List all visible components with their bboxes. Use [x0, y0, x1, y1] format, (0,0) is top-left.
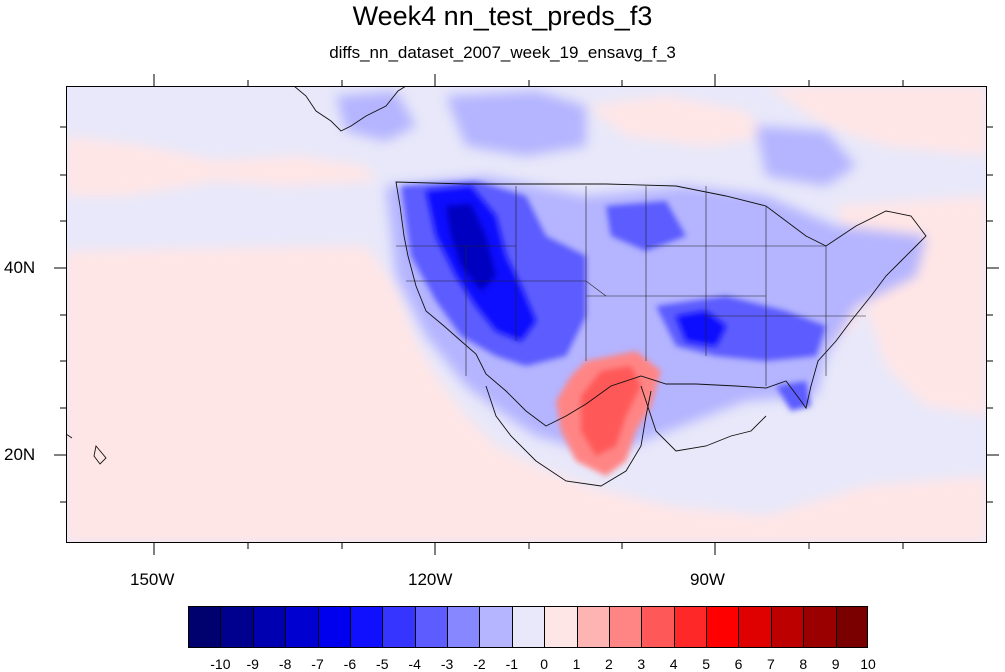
colorbar-tick-label: 8: [799, 656, 808, 672]
colorbar-swatch: [285, 606, 318, 648]
x-tick-label-90w: 90W: [690, 570, 725, 589]
colorbar-tick-label: -8: [278, 656, 292, 672]
y-tick-label-40n: 40N: [4, 258, 36, 277]
colorbar-swatch: [317, 606, 350, 648]
colorbar-tick-label: 10: [860, 656, 876, 672]
colorbar-swatch: [770, 606, 804, 648]
colorbar-tick-label: -3: [440, 656, 454, 672]
colorbar-swatch: [544, 606, 577, 648]
colorbar-swatch: [706, 606, 739, 648]
colorbar-tick-label: -2: [473, 656, 486, 672]
colorbar-tick-label: 0: [540, 656, 549, 672]
colorbar-tick-label: -4: [408, 656, 421, 672]
colorbar-swatch: [382, 606, 415, 648]
x-tick-label-150w: 150W: [130, 570, 175, 589]
colorbar-tick-label: -9: [246, 656, 259, 672]
state-borders: [396, 186, 866, 386]
x-tick-label-120w: 120W: [408, 570, 453, 589]
colorbar-tick-label: -10: [210, 656, 231, 672]
colorbar-tick-label: -6: [343, 656, 357, 672]
colorbar-tick-label: -1: [505, 656, 519, 672]
colorbar-swatch: [252, 606, 286, 648]
colorbar-tick-label: 7: [766, 656, 775, 672]
colorbar-swatch: [835, 606, 868, 648]
figure-title: Week4 nn_test_preds_f3: [352, 1, 653, 31]
figure-subtitle: diffs_nn_dataset_2007_week_19_ensavg_f_3: [329, 43, 676, 62]
colorbar-tick-label: 9: [831, 656, 840, 672]
colorbar-swatch: [803, 606, 836, 648]
colorbar-tick-label: 6: [734, 656, 743, 672]
colorbar-swatch: [641, 606, 674, 648]
colorbar-swatch: [673, 606, 707, 648]
colorbar: [188, 606, 868, 648]
colorbar-frame: [188, 606, 868, 648]
colorbar-swatch: [511, 606, 545, 648]
coastline-outlines: [66, 86, 927, 487]
colorbar-tick-label: 5: [702, 656, 710, 672]
colorbar-tick-label: 2: [605, 656, 613, 672]
colorbar-swatch: [220, 606, 253, 648]
colorbar-swatch: [479, 606, 512, 648]
colorbar-tick-label: -5: [376, 656, 389, 672]
colorbar-tick-label: 3: [637, 656, 646, 672]
field-positive-strong: [581, 366, 641, 456]
colorbar-tick-label: 1: [572, 656, 581, 672]
colorbar-tick-label: 4: [669, 656, 678, 672]
colorbar-tick-label: -7: [311, 656, 324, 672]
y-tick-label-20n: 20N: [4, 445, 36, 464]
colorbar-swatch: [738, 606, 771, 648]
map-plot: [66, 86, 987, 543]
field-negative-strongest: [446, 204, 496, 291]
colorbar-swatch: [414, 606, 448, 648]
colorbar-swatch: [576, 606, 609, 648]
colorbar-swatch: [608, 606, 642, 648]
colorbar-swatch: [447, 606, 480, 648]
colorbar-swatch: [349, 606, 383, 648]
